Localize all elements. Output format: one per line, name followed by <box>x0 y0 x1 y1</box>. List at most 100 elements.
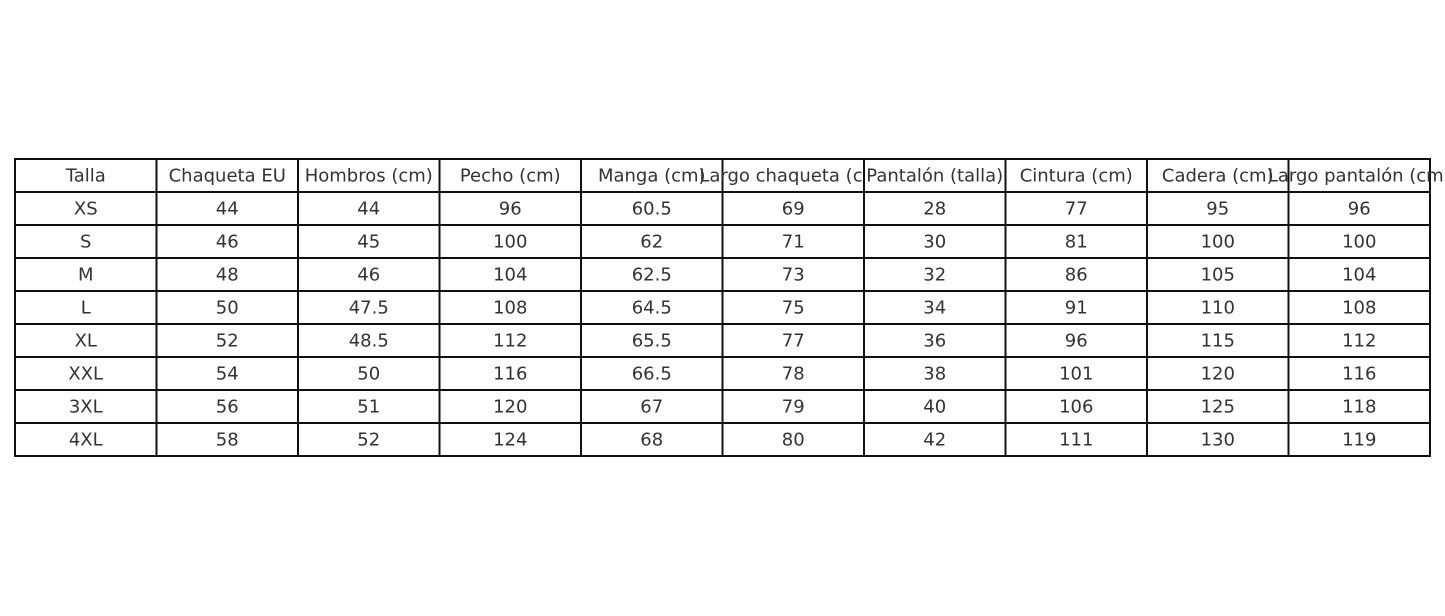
cell-text: 96 <box>499 199 522 220</box>
cell-text: 50 <box>216 298 239 319</box>
cell-text: 75 <box>782 298 805 319</box>
cell-text: 106 <box>1059 397 1093 418</box>
header-cell-text: Chaqueta EU <box>169 166 286 187</box>
table-cell <box>438 191 582 226</box>
cell-text: 86 <box>1065 265 1088 286</box>
table-cell <box>14 323 158 358</box>
cell-text: 77 <box>1065 199 1088 220</box>
cell-text: 71 <box>782 232 805 253</box>
cell-text: 110 <box>1201 298 1235 319</box>
table-cell <box>155 224 299 259</box>
cell-text: 56 <box>216 397 239 418</box>
table-cell <box>1146 323 1290 358</box>
table-cell <box>438 389 582 424</box>
cell-text: 44 <box>216 199 239 220</box>
table-cell <box>155 191 299 226</box>
table-cell <box>14 356 158 391</box>
cell-text: 104 <box>1342 265 1376 286</box>
cell-text: 101 <box>1059 364 1093 385</box>
cell-text: 60.5 <box>632 199 672 220</box>
table-cell <box>1287 389 1431 424</box>
table-cell <box>721 158 865 193</box>
header-cell-text: Cintura (cm) <box>1020 166 1133 187</box>
table-cell <box>1146 356 1290 391</box>
table-cell <box>580 422 724 457</box>
cell-text: 91 <box>1065 298 1088 319</box>
cell-text: 52 <box>216 331 239 352</box>
table-cell <box>1004 290 1148 325</box>
table-cell <box>1004 422 1148 457</box>
table-cell <box>1287 191 1431 226</box>
table-cell <box>863 257 1007 292</box>
cell-text: 96 <box>1065 331 1088 352</box>
cell-text: 54 <box>216 364 239 385</box>
cell-text: 36 <box>923 331 946 352</box>
table-cell <box>863 191 1007 226</box>
cell-text: 46 <box>357 265 380 286</box>
table-cell <box>14 422 158 457</box>
cell-text: 108 <box>1342 298 1376 319</box>
cell-text: 51 <box>357 397 380 418</box>
table-cell <box>155 290 299 325</box>
cell-text: 38 <box>923 364 946 385</box>
table-cell <box>155 422 299 457</box>
table-cell <box>580 323 724 358</box>
cell-text: 96 <box>1348 199 1371 220</box>
cell-text: 58 <box>216 430 239 451</box>
cell-text: 45 <box>357 232 380 253</box>
table-cell <box>297 224 441 259</box>
cell-text: 65.5 <box>632 331 672 352</box>
cell-text: 46 <box>216 232 239 253</box>
cell-text: 81 <box>1065 232 1088 253</box>
cell-text: 44 <box>357 199 380 220</box>
table-cell <box>721 257 865 292</box>
table-cell <box>1004 356 1148 391</box>
cell-text: S <box>80 232 91 253</box>
table-cell <box>721 422 865 457</box>
header-cell-text: Cadera (cm) <box>1162 166 1274 187</box>
cell-text: 115 <box>1201 331 1235 352</box>
cell-text: 48.5 <box>349 331 389 352</box>
cell-text: 100 <box>1342 232 1376 253</box>
table-cell <box>155 389 299 424</box>
header-cell-text: Pantalón (talla) <box>866 166 1003 187</box>
cell-text: XS <box>74 199 98 220</box>
header-cell-text: Manga (cm) <box>598 166 706 187</box>
cell-text: 116 <box>493 364 527 385</box>
cell-text: 42 <box>923 430 946 451</box>
cell-text: 28 <box>923 199 946 220</box>
table-cell <box>580 389 724 424</box>
table-cell <box>14 257 158 292</box>
cell-text: 79 <box>782 397 805 418</box>
table-cell <box>14 224 158 259</box>
cell-text: 100 <box>493 232 527 253</box>
table-cell <box>297 389 441 424</box>
cell-text: 52 <box>357 430 380 451</box>
table-cell <box>1287 224 1431 259</box>
cell-text: 130 <box>1201 430 1235 451</box>
table-cell <box>580 290 724 325</box>
cell-text: 68 <box>640 430 663 451</box>
table-cell <box>1146 422 1290 457</box>
cell-text: 105 <box>1201 265 1235 286</box>
cell-text: M <box>78 265 94 286</box>
cell-text: 67 <box>640 397 663 418</box>
cell-text: 78 <box>782 364 805 385</box>
cell-text: XXL <box>68 364 103 385</box>
table-cell <box>1287 422 1431 457</box>
cell-text: 47.5 <box>349 298 389 319</box>
table-cell <box>721 356 865 391</box>
table-cell <box>863 224 1007 259</box>
cell-text: 66.5 <box>632 364 672 385</box>
cell-text: 118 <box>1342 397 1376 418</box>
cell-text: 124 <box>493 430 527 451</box>
table-cell <box>1146 290 1290 325</box>
cell-text: 125 <box>1201 397 1235 418</box>
cell-text: 116 <box>1342 364 1376 385</box>
header-cell-text: Largo pantalón (cm) <box>1268 166 1445 187</box>
header-cell-text: Largo chaqueta (cm) <box>699 166 887 187</box>
header-cell-text: Pecho (cm) <box>460 166 561 187</box>
cell-text: 64.5 <box>632 298 672 319</box>
